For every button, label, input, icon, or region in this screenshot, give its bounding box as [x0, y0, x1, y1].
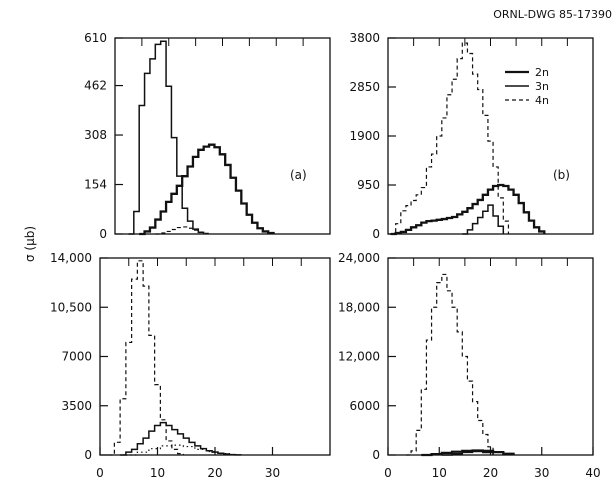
y-tick-label: 6000 — [349, 399, 380, 413]
y-tick-label: 7000 — [61, 350, 92, 364]
y-tick-label: 18,000 — [338, 300, 380, 314]
y-tick-label: 0 — [99, 227, 107, 241]
y-tick-label: 0 — [84, 448, 92, 462]
series-line-3 — [390, 42, 510, 235]
plot-frame — [387, 257, 594, 456]
series-line-1 — [108, 260, 184, 456]
panel-annotation: (b) — [553, 168, 570, 182]
x-tick-label: 10 — [150, 466, 165, 480]
plot-frame — [99, 257, 331, 456]
y-tick-label: 154 — [84, 178, 107, 192]
series-line-2 — [462, 204, 505, 235]
x-tick-label: 20 — [207, 466, 222, 480]
y-tick-label: 10,500 — [50, 300, 92, 314]
legend-entry-1: 2n — [535, 66, 549, 79]
x-tick-label: 30 — [265, 466, 280, 480]
x-tick-label: 0 — [96, 466, 104, 480]
y-tick-label: 12,000 — [338, 350, 380, 364]
chart-panel-4: 0 6000 12,000 18,000 24,000 0 10 20 30 40 — [338, 251, 601, 480]
series-line-2 — [120, 421, 242, 456]
legend-entry-2: 3n — [535, 80, 549, 93]
y-tick-label: 950 — [357, 178, 380, 192]
y-axis-label: σ (µb) — [23, 226, 37, 262]
y-tick-label: 24,000 — [338, 251, 380, 265]
x-tick-label: 20 — [483, 466, 498, 480]
y-tick-label: 0 — [372, 448, 380, 462]
plot-frame — [114, 37, 331, 235]
y-tick-label: 462 — [84, 79, 107, 93]
y-tick-label: 14,000 — [50, 251, 92, 265]
series-line-1 — [390, 183, 546, 236]
series-line-3 — [441, 450, 494, 456]
series-line-3 — [155, 226, 210, 235]
x-tick-label: 10 — [432, 466, 447, 480]
y-tick-label: 0 — [372, 227, 380, 241]
series-line-3 — [125, 444, 230, 456]
legend-entry-3: 4n — [535, 94, 549, 107]
y-tick-label: 3500 — [61, 399, 92, 413]
series-line-1 — [405, 273, 494, 456]
chart-panel-3: 0 3500 7000 10,500 14,000 0 10 20 30 — [50, 251, 331, 480]
y-tick-label: 610 — [84, 31, 107, 45]
x-tick-label: 40 — [585, 466, 600, 480]
figure-id: ORNL-DWG 85-17390 — [493, 8, 612, 21]
y-tick-label: 1900 — [349, 129, 380, 143]
x-tick-label: 0 — [384, 466, 392, 480]
y-tick-label: 308 — [84, 128, 107, 142]
series-line-1 — [128, 40, 205, 235]
y-tick-label: 2850 — [349, 80, 380, 94]
series-line-2 — [139, 143, 275, 236]
x-tick-label: 30 — [534, 466, 549, 480]
chart-panels: 0154308462610(a)0950190028503800(b)2n3n4… — [50, 31, 601, 480]
y-tick-label: 3800 — [349, 31, 380, 45]
chart-panel-1: 0 154 308 462 610 (a) — [84, 31, 331, 241]
panel-annotation: (a) — [290, 168, 307, 182]
